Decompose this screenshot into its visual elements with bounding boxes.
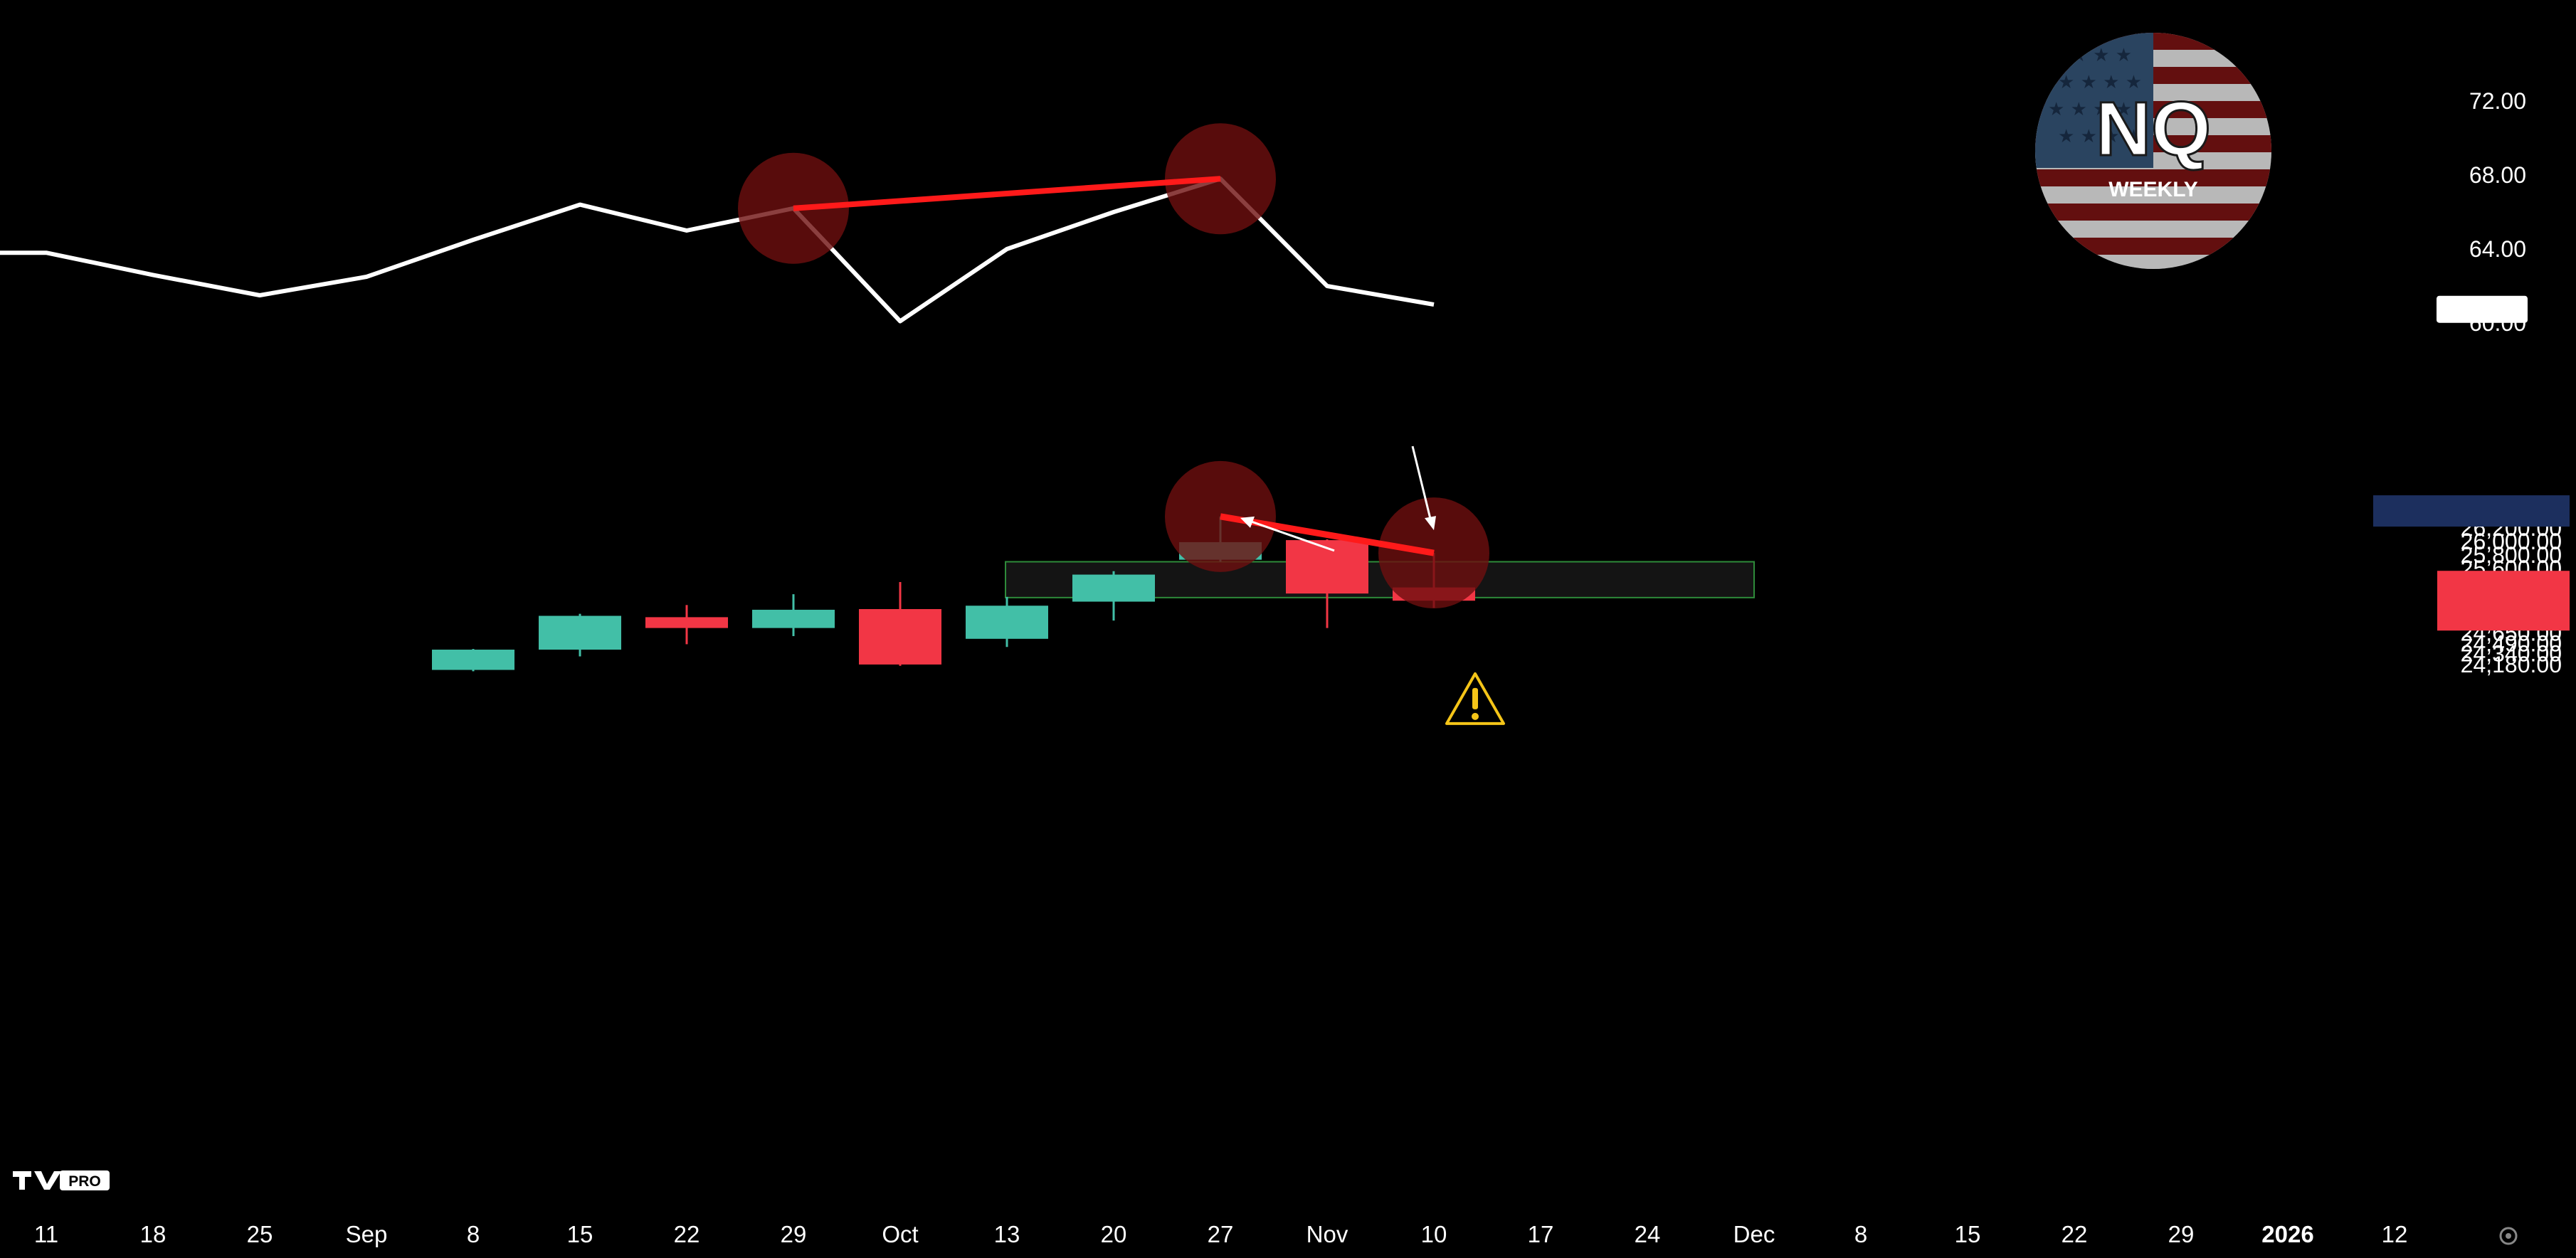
- price-axis-tick-11: 24,180.00: [2461, 652, 2562, 677]
- time-axis-label-20: 29: [2168, 1221, 2195, 1247]
- time-axis-label-15: 24: [1635, 1221, 1661, 1247]
- warning-icon: [1445, 672, 1505, 725]
- candle-body-6: [1072, 574, 1155, 602]
- svg-text:★ ★ ★ ★: ★ ★ ★ ★: [2058, 72, 2142, 93]
- pro-label: PRO: [68, 1173, 101, 1190]
- logo-title: NQ: [2096, 85, 2211, 171]
- rsi-divergence-line: [793, 176, 1221, 211]
- current-price-tag: [2437, 571, 2570, 631]
- candle-body-5: [966, 606, 1048, 639]
- rsi-axis-tick-0: 72.00: [2469, 88, 2526, 114]
- candle-body-4: [859, 609, 941, 665]
- candle-body-1: [539, 615, 621, 650]
- price-axis-tick-2: 25,800.00: [2461, 542, 2562, 568]
- high-tag: [2373, 495, 2570, 527]
- time-axis-label-17: 8: [1854, 1221, 1867, 1247]
- time-axis-label-7: 29: [781, 1221, 807, 1247]
- time-axis-label-11: 27: [1208, 1221, 1234, 1247]
- smt-arrow-right: [1411, 445, 1432, 522]
- warning-icon-bar: [1472, 687, 1478, 709]
- time-axis-label-14: 17: [1528, 1221, 1554, 1247]
- time-axis-label-3: Sep: [346, 1221, 388, 1247]
- svg-text:★ ★ ★ ★: ★ ★ ★ ★: [2058, 126, 2142, 147]
- rsi-axis-tick-1: 68.00: [2469, 162, 2526, 188]
- warning-icon-dot: [1472, 712, 1479, 720]
- candle-body-0: [432, 650, 514, 670]
- time-axis-label-8: Oct: [882, 1221, 918, 1247]
- smt-arrowhead-right: [1425, 516, 1436, 531]
- time-axis-label-1: 18: [140, 1221, 167, 1247]
- time-axis-label-9: 13: [994, 1221, 1020, 1247]
- logo-subtitle: WEEKLY: [2108, 178, 2198, 201]
- price-axis-tick-1: 26,000.00: [2461, 529, 2562, 554]
- price-axis-tick-9: 24,490.00: [2461, 630, 2562, 656]
- rsi-current-tag: [2437, 295, 2528, 323]
- time-axis-label-21: 2026: [2261, 1221, 2313, 1247]
- tradingview-logo-icon: [13, 1171, 61, 1190]
- time-axis-label-12: Nov: [1307, 1221, 1348, 1247]
- price-axis-tick-10: 24,340.00: [2461, 641, 2562, 667]
- time-axis-label-16: Dec: [1733, 1221, 1775, 1247]
- nq-weekly-logo: ★ ★ ★ ★ ★ ★ ★ ★ ★ ★ ★ ★ ★ ★ ★ ★ NQ WEEKL…: [2035, 33, 2271, 269]
- rsi-axis-tick-2: 64.00: [2469, 236, 2526, 262]
- chart-settings-gear-icon[interactable]: [2499, 1227, 2518, 1245]
- time-axis-label-6: 22: [674, 1221, 700, 1247]
- tradingview-pro-badge: PRO: [13, 1170, 110, 1190]
- time-axis-label-18: 15: [1955, 1221, 1981, 1247]
- time-axis-label-2: 25: [247, 1221, 273, 1247]
- time-axis-label-4: 8: [467, 1221, 480, 1247]
- time-axis-label-19: 22: [2062, 1221, 2088, 1247]
- candle-body-2: [645, 617, 728, 628]
- time-axis-label-5: 15: [567, 1221, 593, 1247]
- candle-body-3: [752, 609, 835, 628]
- time-axis-label-0: 11: [34, 1221, 58, 1247]
- svg-text:★ ★ ★ ★: ★ ★ ★ ★: [2048, 99, 2132, 120]
- time-axis-label-22: 12: [2382, 1221, 2408, 1247]
- smt-arrow-left: [1248, 519, 1335, 552]
- smt-arrowhead-left: [1240, 516, 1255, 528]
- time-axis-label-10: 20: [1101, 1221, 1127, 1247]
- time-axis-label-13: 10: [1421, 1221, 1447, 1247]
